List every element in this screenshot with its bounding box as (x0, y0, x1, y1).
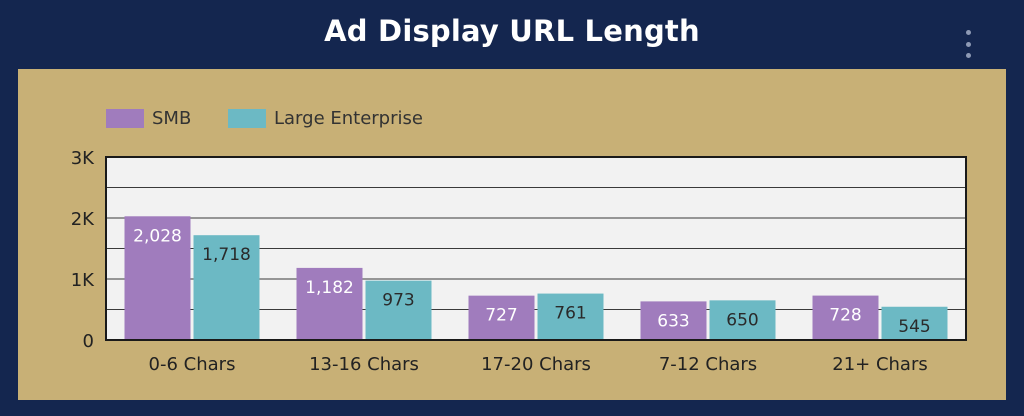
data-label: 727 (485, 306, 517, 326)
y-tick-label: 1K (71, 270, 95, 291)
data-label: 1,718 (202, 245, 251, 265)
x-tick-label: 7-12 Chars (659, 354, 757, 375)
x-tick-label: 0-6 Chars (149, 354, 236, 375)
data-label: 650 (726, 310, 758, 330)
bar-smb[interactable] (296, 267, 363, 340)
legend-item-large-enterprise[interactable]: Large Enterprise (228, 108, 423, 129)
chart-title: Ad Display URL Length (324, 14, 700, 48)
data-label: 761 (554, 304, 586, 324)
x-tick-label: 21+ Chars (832, 354, 928, 375)
bar-smb[interactable] (124, 216, 191, 340)
legend-item-smb[interactable]: SMB (106, 108, 191, 129)
more-vertical-icon[interactable] (958, 30, 978, 58)
data-label: 728 (829, 306, 861, 326)
bar-smb[interactable] (812, 295, 879, 340)
bar-large-enterprise[interactable] (365, 280, 432, 340)
data-label: 973 (382, 291, 414, 311)
data-label: 2,028 (133, 226, 182, 246)
legend-swatch-smb (106, 109, 144, 128)
legend-swatch-large-enterprise (228, 109, 266, 128)
y-tick-label: 2K (71, 209, 95, 230)
bar-smb[interactable] (468, 295, 535, 340)
data-label: 1,182 (305, 278, 354, 298)
bar-large-enterprise[interactable] (193, 235, 260, 340)
legend-label-large-enterprise: Large Enterprise (274, 108, 423, 129)
y-tick-label: 0 (83, 331, 94, 352)
bar-large-enterprise[interactable] (709, 300, 776, 340)
legend-label-smb: SMB (152, 108, 192, 129)
x-tick-label: 13-16 Chars (309, 354, 419, 375)
bar-large-enterprise[interactable] (881, 306, 948, 340)
data-label: 545 (898, 317, 930, 337)
bar-large-enterprise[interactable] (537, 293, 604, 340)
y-tick-label: 3K (71, 148, 95, 169)
bar-smb[interactable] (640, 301, 707, 340)
x-tick-label: 17-20 Chars (481, 354, 591, 375)
plot-border (105, 156, 967, 341)
data-label: 633 (657, 311, 689, 331)
